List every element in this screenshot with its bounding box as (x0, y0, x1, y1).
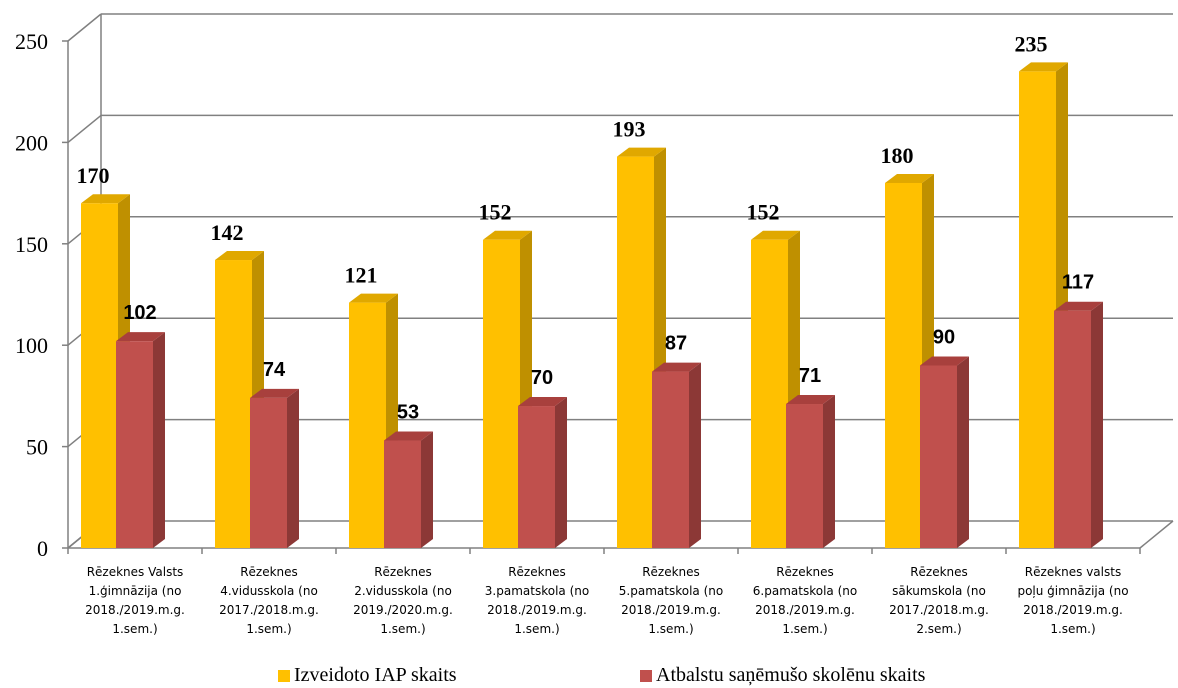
grid-depth-line (67, 13, 102, 42)
data-label: 152 (747, 200, 780, 225)
x-tick-label: Rēzeknes 4.vidusskola (no 2017./2018.m.g. 1… (219, 565, 319, 636)
bar-atbalsts (652, 362, 701, 548)
data-label: 74 (263, 359, 286, 381)
bar-atbalsts (384, 431, 433, 548)
data-label: 235 (1015, 31, 1048, 56)
data-label: 117 (1062, 272, 1094, 294)
y-tick-label: 150 (15, 232, 48, 257)
y-tick-label: 50 (26, 435, 48, 460)
y-tick-label: 250 (15, 29, 48, 54)
data-label: 71 (799, 365, 821, 387)
y-tick-label: 100 (15, 333, 48, 358)
data-label: 53 (397, 402, 419, 424)
data-label: 90 (933, 326, 955, 348)
x-tick-label: Rēzeknes 2.vidusskola (no 2019./2020.m.g. 1… (353, 565, 453, 636)
data-label: 87 (665, 333, 687, 355)
bar-atbalsts (786, 395, 835, 548)
bar-atbalsts (116, 332, 165, 548)
x-tick-label: Rēzeknes sākumskola (no 2017./2018.m.g. 2.s… (889, 565, 989, 636)
y-tick-label: 200 (15, 130, 48, 155)
y-tick-label: 0 (37, 536, 48, 561)
bar-atbalsts (518, 397, 567, 548)
legend-swatch-series-1 (278, 669, 290, 682)
data-label: 142 (211, 220, 244, 245)
data-label: 193 (613, 117, 646, 142)
legend: Izveidoto IAP skaits Atbalstu saņēmušo s… (0, 664, 1178, 688)
bar-atbalsts (250, 388, 299, 548)
data-label: 102 (123, 302, 156, 324)
data-label: 121 (345, 263, 378, 288)
bar-iap (349, 293, 398, 548)
legend-swatch-series-2 (640, 669, 652, 682)
legend-item-series-1: Izveidoto IAP skaits (278, 664, 457, 687)
bar-atbalsts (1054, 301, 1103, 548)
bar-atbalsts (920, 356, 969, 548)
x-tick-label: Rēzeknes 6.pamatskola (no 2018./2019.m.g. 1… (753, 565, 857, 636)
legend-label-series-2: Atbalstu saņēmušo skolēnu skaits (656, 664, 926, 686)
legend-label-series-1: Izveidoto IAP skaits (294, 664, 457, 686)
data-label: 170 (77, 163, 110, 188)
bar-chart-svg: 0 50 100 150 200 250 Rēzeknes Valsts 1.ģimnāzij… (15, 13, 1174, 636)
legend-item-series-2: Atbalstu saņēmušo skolēnu skaits (640, 664, 925, 687)
grid-depth-line (67, 114, 102, 143)
data-label: 70 (531, 367, 553, 389)
floor-depth-right (1139, 520, 1174, 549)
data-label: 180 (881, 143, 914, 168)
x-tick-label: Rēzeknes 3.pamatskola (no 2018./2019.m.g. 1… (485, 565, 589, 636)
x-tick-label: Rēzeknes 5.pamatskola (no 2018./2019.m.g. 1… (619, 565, 723, 636)
data-label: 152 (479, 200, 512, 225)
x-tick-label: Rēzeknes valsts poļu ģimnāzija (no 2018./2… (1017, 565, 1128, 636)
x-tick-label: Rēzeknes Valsts 1.ģimnāzija (no 2018./2019… (85, 565, 185, 636)
